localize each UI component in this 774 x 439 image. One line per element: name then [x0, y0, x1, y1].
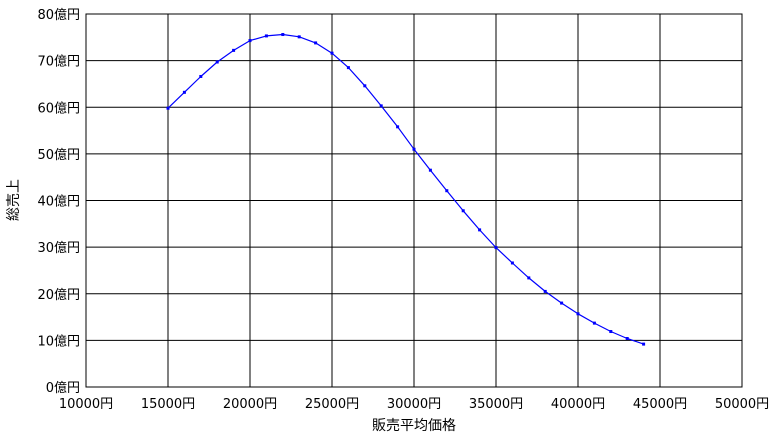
gridlines	[86, 14, 742, 387]
data-point	[379, 104, 383, 108]
data-point	[428, 168, 432, 172]
data-point	[346, 66, 350, 70]
data-point	[609, 330, 613, 334]
y-tick-label: 0億円	[46, 380, 80, 396]
y-axis-tick-labels: 0億円 10億円 20億円 30億円 40億円 50億円 60億円 70億円 80億円	[37, 7, 80, 396]
data-point	[182, 90, 186, 94]
data-point	[592, 321, 596, 325]
x-tick-label: 50000円	[715, 397, 769, 412]
y-tick-label: 30億円	[37, 240, 80, 256]
data-point	[215, 60, 219, 64]
data-point	[363, 84, 367, 88]
data-point	[625, 337, 629, 341]
x-tick-label: 45000円	[633, 397, 687, 412]
data-point	[232, 48, 236, 52]
y-tick-label: 80億円	[37, 7, 80, 23]
data-point	[166, 106, 170, 110]
data-point	[543, 289, 547, 293]
series-group	[166, 33, 646, 346]
series-line	[167, 33, 644, 345]
y-tick-label: 70億円	[37, 54, 80, 70]
x-tick-label: 35000円	[469, 397, 523, 412]
y-tick-label: 50億円	[37, 147, 80, 163]
data-point	[445, 189, 449, 193]
data-point	[478, 228, 482, 232]
data-point	[642, 342, 646, 346]
x-tick-label: 15000円	[141, 397, 195, 412]
x-tick-label: 20000円	[223, 397, 277, 412]
data-point	[330, 51, 334, 55]
data-point	[576, 312, 580, 316]
x-axis-label: 販売平均価格	[372, 418, 456, 434]
data-point	[281, 33, 285, 37]
x-tick-label: 10000円	[59, 397, 113, 412]
data-point	[297, 35, 301, 39]
data-point	[264, 34, 268, 38]
data-point	[560, 301, 564, 305]
x-tick-label: 25000円	[305, 397, 359, 412]
data-point	[461, 209, 465, 213]
y-tick-label: 40億円	[37, 194, 80, 210]
data-point	[494, 246, 498, 250]
x-axis-tick-labels: 10000円 15000円 20000円 25000円 30000円 35000円 4000…	[59, 397, 769, 412]
data-point	[510, 261, 514, 265]
x-tick-label: 30000円	[387, 397, 441, 412]
y-tick-label: 20億円	[37, 287, 80, 303]
y-axis-label: 総売上	[6, 179, 22, 221]
data-point	[199, 74, 203, 78]
data-point	[396, 125, 400, 129]
y-tick-label: 10億円	[37, 333, 80, 349]
data-point	[314, 41, 318, 45]
y-tick-label: 60億円	[37, 100, 80, 116]
data-point	[248, 39, 252, 43]
data-point	[527, 276, 531, 280]
x-tick-label: 40000円	[551, 397, 605, 412]
data-point	[412, 147, 416, 151]
